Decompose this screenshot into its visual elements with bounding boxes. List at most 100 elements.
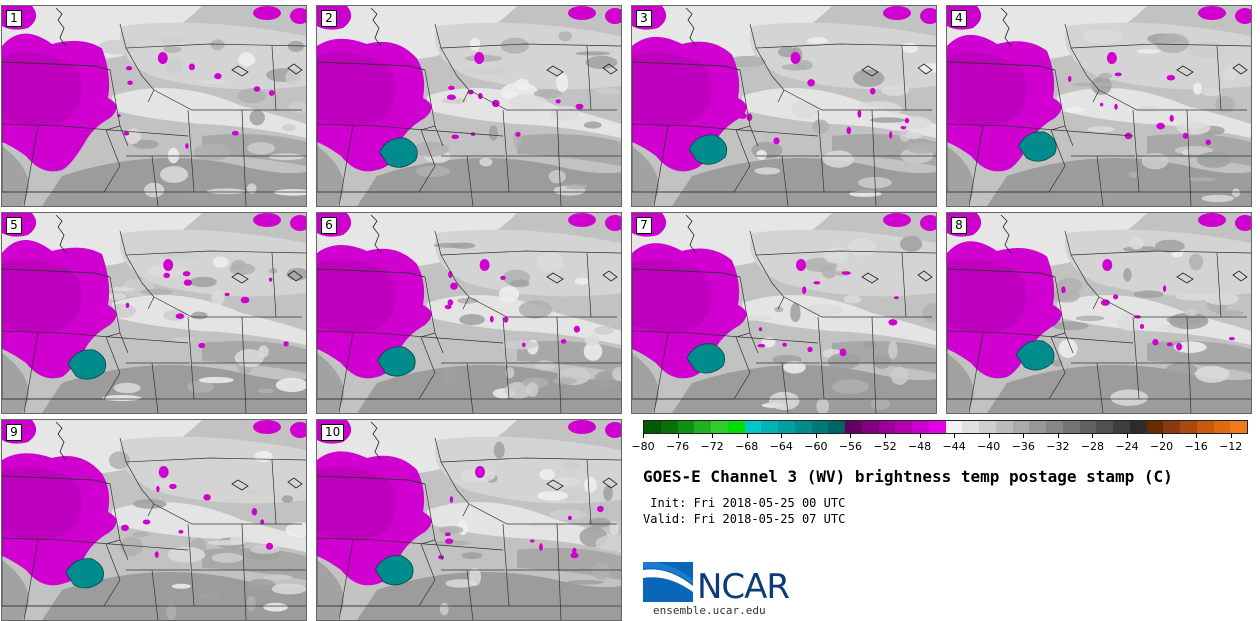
map-image xyxy=(947,213,1251,413)
map-image xyxy=(2,213,306,413)
colorbar-segment xyxy=(1113,421,1130,433)
colorbar-segment xyxy=(979,421,996,433)
map-panel-8: 8 xyxy=(946,212,1252,414)
map-panel-2: 2 xyxy=(316,5,622,207)
panel-number: 1 xyxy=(6,10,22,27)
panel-number: 10 xyxy=(321,424,345,441)
colorbar-segment xyxy=(1180,421,1197,433)
map-image xyxy=(947,6,1251,206)
colorbar-segment xyxy=(1046,421,1063,433)
panel-number: 9 xyxy=(6,424,22,441)
map-image xyxy=(2,6,306,206)
colorbar-segment xyxy=(861,421,879,433)
colorbar-tick-label: −68 xyxy=(735,440,759,453)
colorbar-tick-label: −36 xyxy=(1011,440,1035,453)
colorbar-segment xyxy=(694,421,711,433)
colorbar-tick-label: −76 xyxy=(665,440,690,453)
colorbar xyxy=(643,420,1248,434)
valid-time: Valid: Fri 2018-05-25 07 UTC xyxy=(643,512,846,526)
colorbar-segment xyxy=(1062,421,1080,433)
colorbar-tick xyxy=(1092,433,1094,438)
website-url: ensemble.ucar.edu xyxy=(653,604,766,617)
colorbar-tick-label: −44 xyxy=(942,440,966,453)
map-panel-5: 5 xyxy=(1,212,307,414)
logo-wordmark: NCAR xyxy=(697,567,790,607)
colorbar-segment xyxy=(912,421,929,433)
colorbar-segment xyxy=(878,421,896,433)
colorbar-tick-label: −12 xyxy=(1219,440,1243,453)
colorbar-tick-label: −56 xyxy=(838,440,863,453)
panel-number: 4 xyxy=(951,10,967,27)
panel-number: 3 xyxy=(636,10,652,27)
map-panel-7: 7 xyxy=(631,212,937,414)
colorbar-ticks: −80 −76 −72 −68 −64 −60 −56 −52 −48 −44 −40 −36 −32−… xyxy=(631,433,1248,455)
map-image xyxy=(317,6,621,206)
colorbar-tick xyxy=(781,433,783,438)
colorbar-segment xyxy=(1163,421,1180,433)
colorbar-tick xyxy=(746,433,748,438)
colorbar-tick xyxy=(1127,433,1128,438)
colorbar-segment xyxy=(644,421,661,433)
panel-number: 6 xyxy=(321,217,337,234)
colorbar-tick xyxy=(1023,433,1025,438)
colorbar-segment xyxy=(711,421,728,433)
colorbar-tick xyxy=(643,433,644,438)
colorbar-tick-label: −80 xyxy=(631,440,655,453)
colorbar-segment xyxy=(660,421,678,433)
ncar-logo-icon xyxy=(643,562,693,602)
colorbar-tick xyxy=(1196,433,1198,438)
colorbar-segment xyxy=(845,421,862,433)
colorbar-segment xyxy=(1029,421,1046,433)
colorbar-tick-label: −28 xyxy=(1080,440,1105,453)
colorbar-segment xyxy=(1079,421,1097,433)
panel-number: 5 xyxy=(6,217,22,234)
colorbar-tick-label: −60 xyxy=(804,440,828,453)
colorbar-tick-label: −40 xyxy=(977,440,1001,453)
panel-number: 7 xyxy=(636,217,652,234)
colorbar-segment xyxy=(1012,421,1030,433)
colorbar-segment xyxy=(1146,421,1164,433)
colorbar-segment xyxy=(1213,421,1231,433)
figure-title: GOES-E Channel 3 (WV) brightness temp po… xyxy=(643,467,1173,486)
colorbar-segment xyxy=(761,421,778,433)
map-image xyxy=(317,420,621,620)
colorbar-segment xyxy=(811,421,829,433)
colorbar-segment xyxy=(828,421,845,433)
map-panel-1: 1 xyxy=(1,5,307,207)
colorbar-segment xyxy=(677,421,695,433)
map-image xyxy=(632,6,936,206)
colorbar-tick-label: −20 xyxy=(1149,440,1174,453)
colorbar-tick xyxy=(919,433,921,438)
colorbar-tick-label: −24 xyxy=(1115,440,1139,453)
colorbar-segment xyxy=(794,421,812,433)
colorbar-segment xyxy=(1230,421,1247,433)
map-panel-4: 4 xyxy=(946,5,1252,207)
colorbar-segment xyxy=(928,421,946,433)
colorbar-segment xyxy=(744,421,762,433)
colorbar-segment xyxy=(1096,421,1113,433)
colorbar-segment xyxy=(1196,421,1214,433)
panel-number: 2 xyxy=(321,10,337,27)
colorbar-tick-label: −48 xyxy=(907,440,932,453)
colorbar-segment xyxy=(895,421,912,433)
colorbar-tick xyxy=(815,433,817,438)
colorbar-tick-label: −72 xyxy=(700,440,724,453)
colorbar-segment xyxy=(995,421,1013,433)
map-image xyxy=(2,420,306,620)
map-panel-10: 10 xyxy=(316,419,622,621)
colorbar-tick xyxy=(988,433,990,438)
colorbar-tick xyxy=(712,433,714,438)
colorbar-tick xyxy=(954,433,956,438)
map-panel-6: 6 xyxy=(316,212,622,414)
colorbar-segment xyxy=(945,421,963,433)
colorbar-tick xyxy=(1161,433,1163,438)
colorbar-tick-label: −64 xyxy=(769,440,793,453)
colorbar-tick-label: −52 xyxy=(873,440,897,453)
colorbar-segment xyxy=(727,421,745,433)
colorbar-segment xyxy=(962,421,979,433)
map-image xyxy=(632,213,936,413)
map-panel-9: 9 xyxy=(1,419,307,621)
colorbar-segment xyxy=(1129,421,1147,433)
colorbar-tick-label: −16 xyxy=(1184,440,1208,453)
colorbar-tick-label: −32 xyxy=(1046,440,1070,453)
